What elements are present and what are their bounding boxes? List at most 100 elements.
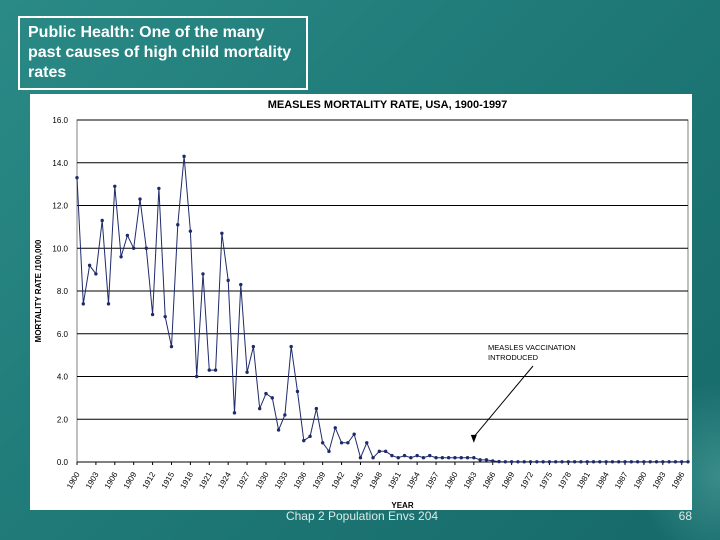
data-point xyxy=(484,458,489,462)
x-tick-label: 1972 xyxy=(519,470,536,490)
data-point xyxy=(289,344,293,349)
x-tick-label: 1900 xyxy=(65,470,82,490)
data-point xyxy=(610,460,615,464)
data-point xyxy=(125,233,130,238)
data-point xyxy=(554,460,558,464)
data-point xyxy=(453,456,457,460)
data-point xyxy=(402,453,407,458)
x-tick-label: 1915 xyxy=(160,470,177,490)
data-point xyxy=(579,460,583,464)
x-tick-label: 1903 xyxy=(84,470,101,490)
data-point xyxy=(188,229,193,233)
y-tick-label: 6.0 xyxy=(57,330,69,339)
data-point xyxy=(528,460,533,464)
data-point xyxy=(522,460,526,464)
data-point xyxy=(465,456,470,460)
data-point xyxy=(541,460,545,464)
data-point xyxy=(667,460,671,464)
data-point xyxy=(94,272,98,276)
data-point xyxy=(497,459,501,464)
data-point xyxy=(598,460,602,464)
x-tick-label: 1942 xyxy=(330,470,347,490)
data-point xyxy=(339,441,344,445)
slide-footer: Chap 2 Population Envs 204 xyxy=(285,509,439,523)
x-tick-label: 1936 xyxy=(292,470,309,490)
data-point xyxy=(566,460,571,464)
page-number: 68 xyxy=(678,509,692,523)
data-point xyxy=(213,368,218,372)
chart-title: MEASLES MORTALITY RATE, USA, 1900-1997 xyxy=(268,99,508,111)
data-point xyxy=(194,374,199,379)
data-point xyxy=(591,460,596,464)
data-point xyxy=(245,370,249,374)
data-point xyxy=(87,263,92,268)
data-point xyxy=(604,460,608,464)
data-point xyxy=(673,460,678,464)
data-point xyxy=(119,255,123,259)
data-point xyxy=(232,411,237,415)
data-point xyxy=(491,459,495,463)
data-point xyxy=(100,218,104,223)
data-point xyxy=(163,314,167,319)
data-point xyxy=(377,449,382,454)
x-tick-label: 1996 xyxy=(670,470,687,490)
x-tick-label: 1951 xyxy=(386,470,403,490)
data-point xyxy=(390,453,394,458)
data-point xyxy=(276,428,281,432)
data-point xyxy=(440,456,445,460)
data-point xyxy=(302,438,306,443)
x-tick-label: 1963 xyxy=(462,470,479,490)
data-point xyxy=(509,460,514,464)
data-point xyxy=(320,441,325,445)
y-tick-label: 12.0 xyxy=(52,202,68,211)
data-point xyxy=(648,460,652,464)
data-point xyxy=(169,344,174,349)
data-point xyxy=(396,456,400,460)
data-point xyxy=(251,344,256,349)
data-point xyxy=(283,413,287,417)
y-tick-label: 16.0 xyxy=(52,116,68,125)
y-axis-title: MORTALITY RATE /100,000 xyxy=(34,239,43,342)
data-point xyxy=(333,426,337,430)
data-point xyxy=(503,460,508,464)
x-tick-label: 1921 xyxy=(197,470,214,490)
y-tick-label: 14.0 xyxy=(52,159,68,168)
x-tick-label: 1993 xyxy=(651,470,668,490)
data-point xyxy=(629,460,634,464)
data-point xyxy=(150,312,155,317)
annotation-text: MEASLES VACCINATION INTRODUCED xyxy=(488,343,576,362)
data-point xyxy=(182,154,186,159)
y-tick-label: 0.0 xyxy=(57,458,69,467)
data-point xyxy=(346,441,350,445)
x-tick-label: 1948 xyxy=(367,470,384,490)
x-tick-label: 1978 xyxy=(556,470,573,490)
data-point xyxy=(308,434,312,439)
data-point xyxy=(472,456,476,460)
chart-panel: MEASLES MORTALITY RATE, USA, 1900-1997 0.… xyxy=(30,94,692,510)
data-point xyxy=(617,460,621,464)
data-point xyxy=(434,456,438,460)
y-tick-label: 8.0 xyxy=(57,287,69,296)
data-point xyxy=(680,460,684,464)
data-point xyxy=(113,184,117,188)
x-tick-label: 1987 xyxy=(613,470,630,490)
data-point xyxy=(516,460,520,464)
x-tick-label: 1984 xyxy=(594,470,611,490)
data-point xyxy=(686,460,690,464)
annotation-arrow-line xyxy=(473,365,534,438)
data-point xyxy=(358,456,363,460)
x-tick-label: 1954 xyxy=(405,470,422,490)
data-point xyxy=(446,456,451,460)
x-tick-label: 1912 xyxy=(141,470,158,490)
data-point xyxy=(428,453,432,458)
data-point xyxy=(459,456,463,460)
data-point xyxy=(75,176,79,180)
x-tick-label: 1960 xyxy=(443,470,460,490)
data-point xyxy=(295,389,300,394)
x-tick-label: 1939 xyxy=(311,470,328,490)
measles-chart: MEASLES MORTALITY RATE, USA, 1900-1997 0.… xyxy=(34,99,690,510)
x-tick-label: 1924 xyxy=(216,470,233,490)
data-point xyxy=(572,460,577,464)
data-point xyxy=(157,186,161,191)
data-point xyxy=(623,460,627,464)
